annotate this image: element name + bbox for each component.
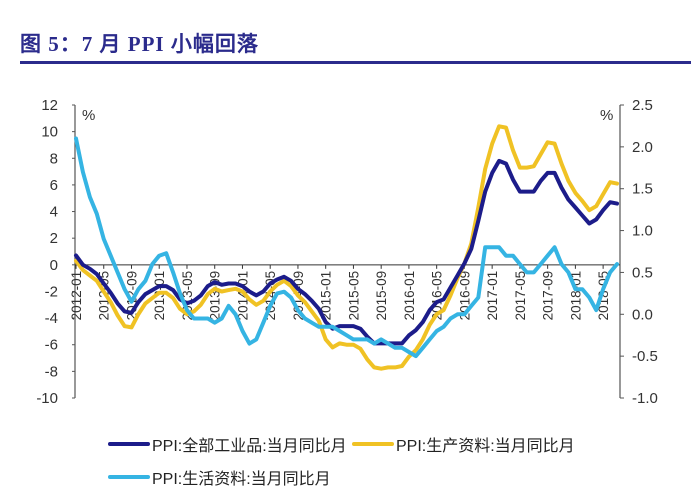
left-axis-tick-label: 0	[50, 257, 58, 274]
legend-item-producer-goods: PPI:生产资料:当月同比月	[352, 432, 575, 456]
title-underline	[20, 61, 691, 64]
left-axis-tick-label: 6	[50, 177, 58, 194]
left-axis-tick-label: -8	[45, 363, 58, 380]
right-axis-tick-label: 2.5	[632, 97, 653, 114]
x-axis-tick-label: 2015-09	[374, 271, 389, 321]
legend-label: PPI:生活资料:当月同比月	[152, 471, 331, 488]
legend-label: PPI:生产资料:当月同比月	[396, 438, 575, 455]
x-axis-tick-label: 2013-09	[208, 271, 223, 321]
series-line-2	[74, 136, 619, 359]
left-axis-tick-label: -4	[45, 310, 58, 327]
x-axis-tick-label: 2017-09	[541, 271, 556, 321]
left-axis-tick-label: 10	[41, 124, 58, 141]
x-axis-tick-label: 2015-01	[319, 271, 334, 321]
x-axis-tick-label: 2015-05	[346, 271, 361, 321]
right-axis-tick-label: 2.0	[632, 139, 653, 156]
legend-item-all-industrial: PPI:全部工业品:当月同比月	[108, 432, 347, 456]
x-axis-tick-label: 2012-01	[69, 271, 84, 321]
left-unit-label: %	[82, 107, 95, 124]
left-axis-tick-label: -6	[45, 337, 58, 354]
figure-title: 图 5：7 月 PPI 小幅回落	[20, 32, 259, 56]
right-axis-tick-label: -0.5	[632, 348, 658, 365]
right-axis-tick-label: 1.5	[632, 181, 653, 198]
x-axis-tick-label: 2013-05	[180, 271, 195, 321]
right-axis-tick-label: -1.0	[632, 390, 658, 407]
left-axis-tick-label: 2	[50, 230, 58, 247]
right-axis-tick-label: 0.0	[632, 306, 653, 323]
x-axis-tick-label: 2016-01	[402, 271, 417, 321]
legend-swatch	[352, 442, 394, 446]
right-unit-label: %	[600, 107, 613, 124]
left-axis-tick-label: -10	[36, 390, 58, 407]
legend-swatch	[108, 475, 150, 479]
right-axis-tick-label: 1.0	[632, 223, 653, 240]
x-axis-tick-label: 2013-01	[152, 271, 167, 321]
left-axis-tick-label: 4	[50, 204, 58, 221]
series-line-0	[74, 158, 619, 346]
x-axis-tick-label: 2017-01	[485, 271, 500, 321]
legend-item-consumer-goods: PPI:生活资料:当月同比月	[108, 465, 331, 489]
left-axis-tick-label: 12	[41, 97, 58, 114]
legend-label: PPI:全部工业品:当月同比月	[152, 438, 347, 455]
right-axis-tick-label: 0.5	[632, 264, 653, 281]
left-axis-tick-label: -2	[45, 283, 58, 300]
left-axis-tick-label: 8	[50, 150, 58, 167]
x-axis-tick-label: 2017-05	[513, 271, 528, 321]
series-line-1	[74, 124, 619, 371]
legend-swatch	[108, 442, 150, 446]
